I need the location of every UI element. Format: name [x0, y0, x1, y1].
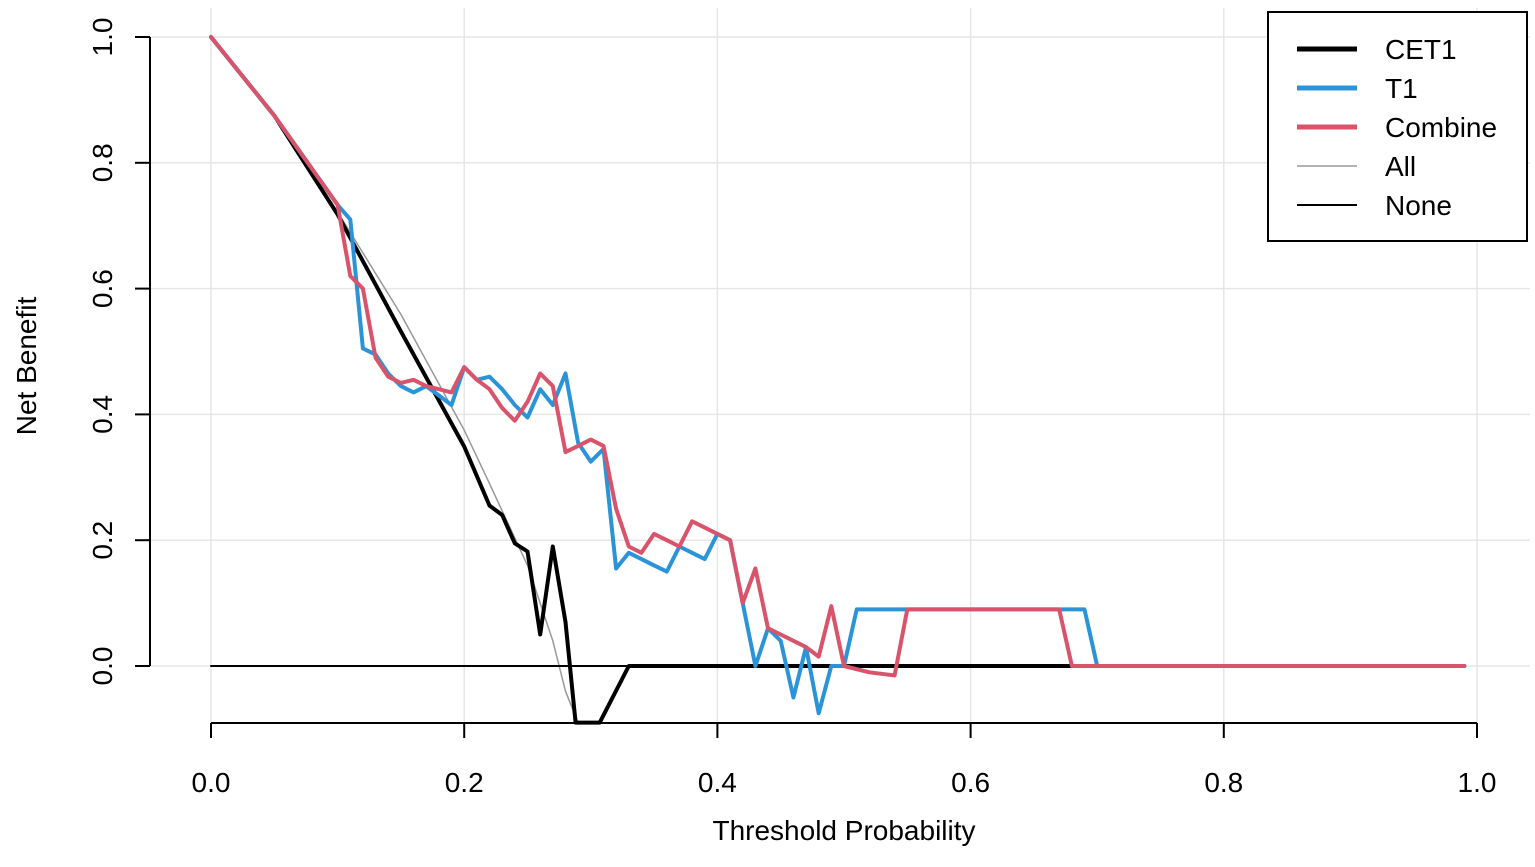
legend: CET1 T1 Combine All None — [1267, 11, 1528, 242]
legend-label-all: All — [1385, 151, 1416, 182]
series-layer — [209, 35, 1467, 725]
series-line-t1 — [209, 35, 1467, 716]
series-line-cet1 — [209, 35, 1467, 725]
y-tick-label-4: 0.8 — [87, 143, 118, 182]
y-ticks: 0.0 0.2 0.4 0.6 0.8 1.0 — [87, 18, 150, 686]
x-ticks: 0.0 0.2 0.4 0.6 0.8 1.0 — [192, 723, 1497, 798]
series-line-combine — [209, 35, 1467, 678]
legend-label-t1: T1 — [1385, 73, 1418, 104]
y-axis-title: Net Benefit — [11, 297, 42, 436]
x-tick-label-2: 0.4 — [698, 767, 737, 798]
legend-label-none: None — [1385, 190, 1452, 221]
legend-label-combine: Combine — [1385, 112, 1497, 143]
x-tick-label-4: 0.8 — [1204, 767, 1243, 798]
legend-items: CET1 T1 Combine All None — [1297, 34, 1497, 221]
x-tick-label-0: 0.0 — [192, 767, 231, 798]
x-tick-label-5: 1.0 — [1458, 767, 1497, 798]
axes: 0.0 0.2 0.4 0.6 0.8 1.0 0.0 0.2 0.4 0.6 0.8 1.0 — [87, 18, 1496, 798]
x-tick-label-3: 0.6 — [951, 767, 990, 798]
y-tick-label-0: 0.0 — [87, 647, 118, 686]
legend-label-cet1: CET1 — [1385, 34, 1457, 65]
y-tick-label-5: 1.0 — [87, 18, 118, 57]
y-tick-label-1: 0.2 — [87, 521, 118, 560]
x-tick-label-1: 0.2 — [445, 767, 484, 798]
y-tick-label-3: 0.6 — [87, 269, 118, 308]
y-tick-label-2: 0.4 — [87, 395, 118, 434]
x-axis-title: Threshold Probability — [712, 815, 975, 846]
